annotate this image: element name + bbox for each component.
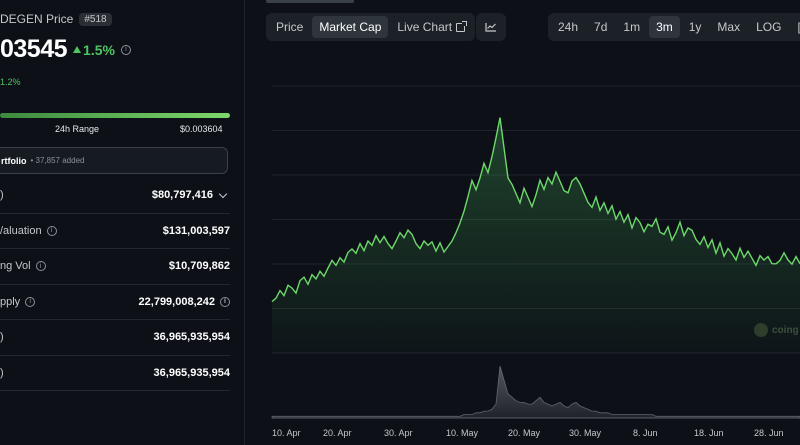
info-icon[interactable]: i: [220, 296, 230, 307]
info-icon[interactable]: i: [35, 261, 46, 272]
stat-value: 22,799,008,242 i: [139, 296, 230, 308]
stat-value-text: $131,003,597: [162, 224, 230, 237]
market-cap-area: [272, 117, 800, 353]
market-cap-chart[interactable]: 10. Apr 20. Apr 30. Apr 10. May 20. May 30. M…: [246, 48, 800, 445]
range-log[interactable]: LOG: [756, 20, 782, 34]
coingecko-watermark: coing: [754, 323, 799, 337]
volume-area: [271, 365, 800, 419]
add-to-portfolio-button[interactable]: rtfolio • 37,857 added: [0, 147, 228, 174]
line-chart-toggle[interactable]: [476, 13, 506, 41]
tab-live-chart[interactable]: Live Chart: [390, 16, 472, 38]
line-chart-icon: [485, 23, 496, 32]
price-row: 03545 1.5% i: [0, 35, 131, 64]
range-more[interactable]: [: [790, 16, 800, 38]
stat-label-text: /aluation: [0, 224, 42, 237]
portfolio-label: rtfolio: [1, 155, 27, 166]
stats-list: ) $80,797,416/aluation i $131,003,597 ng Vol…: [0, 178, 230, 391]
range-bar-fill: [0, 113, 230, 118]
stat-label-text: ): [0, 366, 4, 379]
stat-label: ): [0, 189, 4, 201]
coin-title-row: DEGEN Price #518: [0, 12, 112, 26]
stat-value-text: 22,799,008,242: [138, 295, 215, 308]
range-7d[interactable]: 7d: [594, 20, 608, 34]
stat-value-text: 36,965,935,954: [153, 366, 230, 379]
x-axis-ticks: 10. Apr 20. Apr 30. Apr 10. May 20. May 30. M…: [272, 428, 784, 438]
x-tick-label: 8. Jun: [633, 428, 658, 438]
range-label: 24h Range: [55, 124, 100, 134]
x-tick-label: 28. Jun: [754, 428, 784, 438]
stat-label-text: ): [0, 189, 4, 202]
arrow-up-icon: [73, 46, 82, 53]
coingecko-logo-icon: [754, 323, 768, 337]
chart-panel: Price Market Cap Live Chart 24h 7d 1m 3m 1y Max…: [246, 0, 800, 445]
range-24h[interactable]: 24h: [558, 20, 579, 34]
rank-badge: #518: [79, 12, 112, 26]
stat-value: $131,003,597: [163, 225, 230, 237]
tab-label: Price: [276, 20, 304, 34]
stat-row: pply i 22,799,008,242 i: [0, 285, 230, 320]
stat-row: ng Vol i $10,709,862: [0, 249, 230, 285]
coin-title: DEGEN Price: [0, 12, 74, 26]
x-tick-label: 20. May: [508, 428, 541, 438]
info-icon[interactable]: i: [25, 296, 36, 307]
x-tick-label: 30. May: [569, 428, 602, 438]
range-3m[interactable]: 3m: [649, 16, 680, 38]
stat-row: /aluation i $131,003,597: [0, 214, 230, 249]
stat-value: 36,965,935,954: [154, 331, 230, 343]
stat-value: $80,797,416: [152, 189, 230, 201]
tab-price[interactable]: Price: [269, 16, 310, 38]
stat-label: /aluation i: [0, 225, 57, 237]
stat-label: ): [0, 367, 4, 379]
stat-value: $10,709,862: [169, 260, 230, 272]
current-price: 03545: [0, 35, 68, 63]
external-link-icon: [456, 20, 468, 32]
stat-value: 36,965,935,954: [154, 367, 230, 379]
market-cap-line: [271, 117, 800, 303]
chart-type-tabs: Price Market Cap Live Chart: [266, 13, 476, 41]
stat-label-text: ng Vol: [0, 260, 31, 273]
stat-value-text: $80,797,416: [151, 189, 213, 202]
coin-info-panel: DEGEN Price #518 03545 1.5% i 1.2% 24h R…: [0, 0, 245, 445]
stat-label: ): [0, 331, 4, 343]
stat-row: ) $80,797,416: [0, 178, 230, 214]
chevron-down-icon[interactable]: [218, 189, 228, 198]
stat-label-text: ): [0, 331, 4, 344]
time-range-tabs: 24h 7d 1m 3m 1y Max LOG [: [548, 13, 800, 41]
x-tick-label: 20. Apr: [323, 428, 352, 438]
x-tick-label: 18. Jun: [694, 428, 724, 438]
range-high-value: $0.003604: [180, 124, 223, 134]
x-tick-label: 30. Apr: [384, 428, 413, 438]
x-tick-label: 10. Apr: [272, 428, 301, 438]
stat-row: ) 36,965,935,954: [0, 320, 230, 356]
tab-underline: [266, 0, 354, 3]
range-1y[interactable]: 1y: [688, 20, 702, 34]
watermark-text: coing: [772, 324, 799, 336]
price-change-value: 1.5%: [83, 41, 115, 58]
info-icon[interactable]: i: [120, 44, 131, 55]
tab-market-cap[interactable]: Market Cap: [312, 16, 389, 38]
range-max[interactable]: Max: [717, 20, 741, 34]
stat-value-text: 36,965,935,954: [153, 331, 230, 344]
secondary-change: 1.2%: [0, 77, 21, 87]
range-bar: [0, 113, 230, 118]
range-1m[interactable]: 1m: [623, 20, 641, 34]
info-icon[interactable]: i: [46, 225, 57, 236]
stat-row: ) 36,965,935,954: [0, 356, 230, 391]
portfolio-count: • 37,857 added: [30, 156, 85, 165]
stat-value-text: $10,709,862: [168, 260, 230, 273]
stat-label-text: pply: [0, 295, 21, 308]
tab-label: Live Chart: [397, 20, 453, 34]
tab-label: Market Cap: [319, 20, 382, 34]
x-tick-label: 10. May: [446, 428, 479, 438]
stat-label: ng Vol i: [0, 260, 46, 272]
price-change: 1.5%: [73, 42, 115, 58]
stat-label: pply i: [0, 295, 36, 308]
